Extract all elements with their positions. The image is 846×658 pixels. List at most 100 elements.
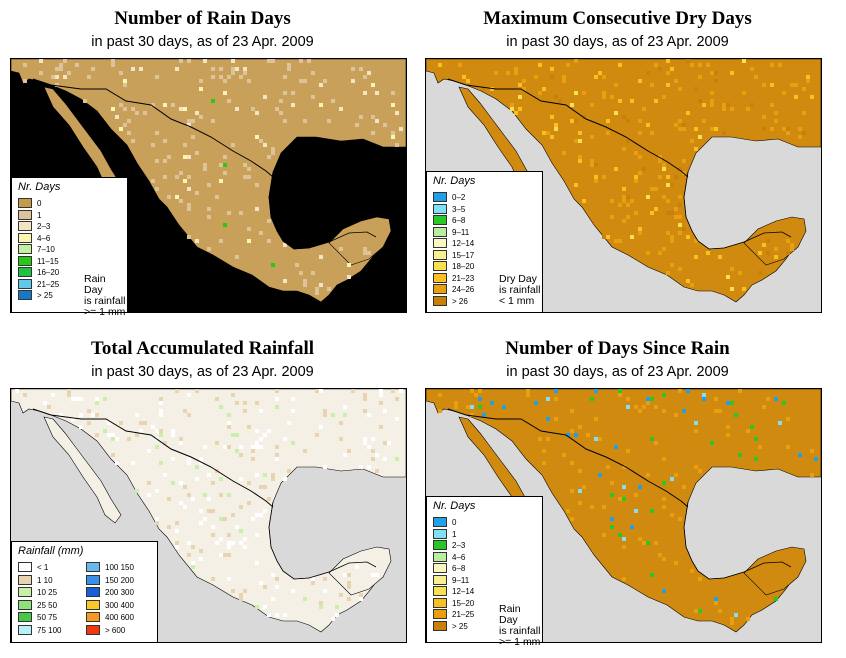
data-cell xyxy=(135,489,139,493)
legend-swatch xyxy=(18,587,32,597)
data-cell xyxy=(155,75,159,79)
data-cell xyxy=(223,445,227,449)
data-cell xyxy=(119,71,123,75)
data-cell xyxy=(183,179,187,183)
data-cell xyxy=(79,413,83,417)
data-cell xyxy=(610,525,614,529)
data-cell xyxy=(187,457,191,461)
data-cell xyxy=(75,63,79,67)
panel-title: Total Accumulated Rainfall xyxy=(90,338,315,359)
data-cell xyxy=(375,469,379,473)
data-cell xyxy=(371,131,375,135)
data-cell xyxy=(714,79,718,83)
data-cell xyxy=(698,135,702,139)
data-cell xyxy=(351,79,355,83)
data-cell xyxy=(466,405,470,409)
data-cell xyxy=(247,175,251,179)
data-cell xyxy=(243,71,247,75)
data-cell xyxy=(243,401,247,405)
data-cell xyxy=(187,461,191,465)
data-cell xyxy=(686,279,690,283)
data-cell xyxy=(746,107,750,111)
data-cell xyxy=(219,493,223,497)
data-cell xyxy=(247,227,251,231)
legend-label: > 26 xyxy=(452,296,468,306)
legend-row: 7–10 xyxy=(18,244,55,255)
data-cell xyxy=(622,485,626,489)
data-cell xyxy=(255,207,259,211)
data-cell xyxy=(562,151,566,155)
data-cell xyxy=(522,87,526,91)
data-cell xyxy=(211,525,215,529)
data-cell xyxy=(383,457,387,461)
data-cell xyxy=(391,135,395,139)
data-cell xyxy=(638,231,642,235)
data-cell xyxy=(199,87,203,91)
data-cell xyxy=(470,389,474,393)
data-cell xyxy=(371,437,375,441)
data-cell xyxy=(582,485,586,489)
data-cell xyxy=(215,397,219,401)
data-cell xyxy=(514,67,518,71)
legend-row: 3–5 xyxy=(433,203,465,215)
data-cell xyxy=(682,227,686,231)
data-cell xyxy=(319,83,323,87)
data-cell xyxy=(215,541,219,545)
data-cell xyxy=(558,99,562,103)
data-cell xyxy=(594,437,598,441)
data-cell xyxy=(259,231,263,235)
data-cell xyxy=(638,227,642,231)
data-cell xyxy=(271,151,275,155)
legend-swatch xyxy=(18,612,32,622)
data-cell xyxy=(375,573,379,577)
data-cell xyxy=(275,389,279,393)
data-cell xyxy=(762,243,766,247)
data-cell xyxy=(255,513,259,517)
data-cell xyxy=(287,67,291,71)
panel-accumulated-rainfall: Total Accumulated Rainfall in past 30 da… xyxy=(0,330,407,645)
data-cell xyxy=(662,497,666,501)
data-cell xyxy=(275,107,279,111)
data-cell xyxy=(339,437,343,441)
data-cell xyxy=(371,449,375,453)
legend-label: 11–15 xyxy=(37,256,59,266)
data-cell xyxy=(175,521,179,525)
data-cell xyxy=(670,211,674,215)
legend-swatch xyxy=(18,232,32,243)
data-cell xyxy=(742,287,746,291)
data-cell xyxy=(622,537,626,541)
data-cell xyxy=(666,231,670,235)
note-line-3: >= 1 mm xyxy=(84,306,126,318)
legend-label: 18–20 xyxy=(452,262,475,271)
legend-row: 50 75 xyxy=(18,612,57,623)
data-cell xyxy=(55,75,59,79)
data-cell xyxy=(175,67,179,71)
data-cell xyxy=(674,79,678,83)
data-cell xyxy=(211,119,215,123)
legend-swatch xyxy=(433,192,447,202)
data-cell xyxy=(23,393,27,397)
data-cell xyxy=(642,541,646,545)
data-cell xyxy=(291,397,295,401)
data-cell xyxy=(363,441,367,445)
data-cell xyxy=(638,119,642,123)
legend-swatch xyxy=(433,215,447,225)
data-cell xyxy=(770,63,774,67)
legend-label: 9–11 xyxy=(452,227,470,237)
data-cell xyxy=(219,179,223,183)
data-cell xyxy=(630,99,634,103)
data-cell xyxy=(179,171,183,175)
data-cell xyxy=(774,255,778,259)
data-cell xyxy=(283,477,287,481)
legend-label: > 25 xyxy=(37,291,53,300)
data-cell xyxy=(371,83,375,87)
data-cell xyxy=(746,429,750,433)
data-cell xyxy=(682,159,686,163)
data-cell xyxy=(207,215,211,219)
data-cell xyxy=(678,389,682,393)
data-cell xyxy=(554,389,558,393)
legend-row: 2–3 xyxy=(433,540,465,551)
data-cell xyxy=(650,573,654,577)
data-cell xyxy=(502,405,506,409)
data-cell xyxy=(650,211,654,215)
